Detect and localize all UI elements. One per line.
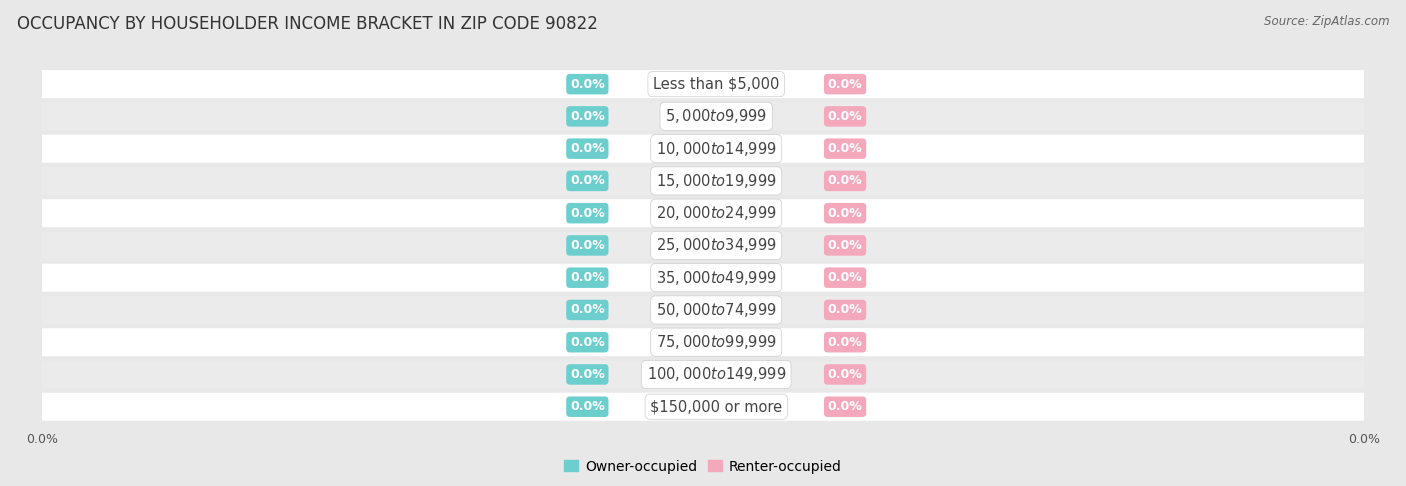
FancyBboxPatch shape	[32, 231, 1374, 260]
Text: 0.0%: 0.0%	[828, 174, 862, 188]
Text: 0.0%: 0.0%	[569, 78, 605, 91]
Text: 0.0%: 0.0%	[828, 271, 862, 284]
Text: $15,000 to $19,999: $15,000 to $19,999	[655, 172, 776, 190]
FancyBboxPatch shape	[32, 70, 1374, 98]
Text: 0.0%: 0.0%	[828, 239, 862, 252]
FancyBboxPatch shape	[32, 361, 1374, 388]
Text: $35,000 to $49,999: $35,000 to $49,999	[655, 269, 776, 287]
Text: 0.0%: 0.0%	[828, 368, 862, 381]
Text: 0.0%: 0.0%	[828, 207, 862, 220]
Text: $5,000 to $9,999: $5,000 to $9,999	[665, 107, 768, 125]
Text: $25,000 to $34,999: $25,000 to $34,999	[655, 236, 776, 255]
Text: $10,000 to $14,999: $10,000 to $14,999	[655, 139, 776, 157]
Text: Less than $5,000: Less than $5,000	[652, 77, 779, 92]
FancyBboxPatch shape	[32, 296, 1374, 324]
FancyBboxPatch shape	[32, 167, 1374, 195]
FancyBboxPatch shape	[32, 103, 1374, 130]
Text: Source: ZipAtlas.com: Source: ZipAtlas.com	[1264, 15, 1389, 28]
Text: 0.0%: 0.0%	[828, 336, 862, 348]
Text: $150,000 or more: $150,000 or more	[650, 399, 782, 414]
Text: 0.0%: 0.0%	[569, 239, 605, 252]
Text: 0.0%: 0.0%	[569, 336, 605, 348]
Text: 0.0%: 0.0%	[828, 303, 862, 316]
FancyBboxPatch shape	[32, 328, 1374, 356]
Text: $50,000 to $74,999: $50,000 to $74,999	[655, 301, 776, 319]
Text: 0.0%: 0.0%	[828, 142, 862, 155]
Text: 0.0%: 0.0%	[569, 110, 605, 123]
Text: 0.0%: 0.0%	[569, 271, 605, 284]
Text: 0.0%: 0.0%	[569, 400, 605, 413]
Text: 0.0%: 0.0%	[828, 110, 862, 123]
Text: $100,000 to $149,999: $100,000 to $149,999	[647, 365, 786, 383]
FancyBboxPatch shape	[32, 393, 1374, 421]
Text: $20,000 to $24,999: $20,000 to $24,999	[655, 204, 776, 222]
FancyBboxPatch shape	[32, 199, 1374, 227]
Legend: Owner-occupied, Renter-occupied: Owner-occupied, Renter-occupied	[558, 454, 848, 479]
Text: 0.0%: 0.0%	[569, 207, 605, 220]
Text: 0.0%: 0.0%	[828, 78, 862, 91]
Text: 0.0%: 0.0%	[569, 174, 605, 188]
Text: OCCUPANCY BY HOUSEHOLDER INCOME BRACKET IN ZIP CODE 90822: OCCUPANCY BY HOUSEHOLDER INCOME BRACKET …	[17, 15, 598, 33]
Text: 0.0%: 0.0%	[569, 142, 605, 155]
Text: 0.0%: 0.0%	[569, 303, 605, 316]
FancyBboxPatch shape	[32, 263, 1374, 292]
Text: $75,000 to $99,999: $75,000 to $99,999	[655, 333, 776, 351]
FancyBboxPatch shape	[32, 135, 1374, 163]
Text: 0.0%: 0.0%	[828, 400, 862, 413]
Text: 0.0%: 0.0%	[569, 368, 605, 381]
